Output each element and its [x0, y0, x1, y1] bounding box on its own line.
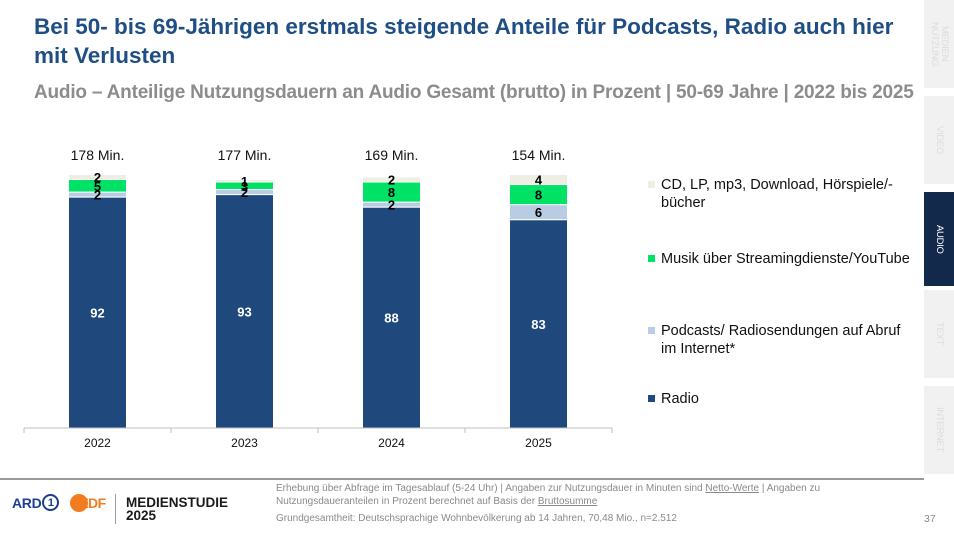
data-label: 88: [384, 311, 398, 326]
tab-mediennutzung[interactable]: MEDIEN NUTZUNG: [924, 0, 954, 88]
data-label: 2: [241, 185, 248, 200]
tab-label: VIDEO: [934, 125, 945, 155]
page-number: 37: [924, 513, 936, 525]
medienstudie-brand: MEDIENSTUDIE 2025: [126, 495, 229, 523]
data-label: 93: [237, 304, 251, 319]
data-label: 3: [241, 179, 248, 194]
tab-label: TEXT: [934, 322, 945, 346]
x-tick-label: 2025: [525, 436, 552, 450]
legend-label: Musik über Streamingdienste/YouTube: [661, 251, 910, 267]
total-label: 178 Min.: [71, 147, 125, 163]
bruttosumme-link[interactable]: Bruttosumme: [537, 496, 598, 507]
tab-label: MEDIEN NUTZUNG: [929, 21, 950, 67]
legend-swatch: [648, 395, 655, 402]
tab-audio[interactable]: AUDIO: [924, 192, 954, 286]
legend-label: Radio: [661, 391, 699, 407]
data-label: 5: [94, 179, 101, 194]
legend-swatch: [648, 327, 655, 334]
legend-label: Podcasts/ Radiosendungen auf Abruf im In…: [661, 323, 901, 357]
data-label: 4: [535, 173, 543, 188]
x-tick-label: 2023: [231, 436, 258, 450]
zdf-logo: ZDF: [70, 494, 106, 512]
data-label: 2: [388, 198, 395, 213]
data-label: 83: [531, 317, 545, 332]
total-label: 177 Min.: [218, 147, 272, 163]
logo-divider: [115, 494, 116, 524]
bar-segment: [509, 219, 568, 429]
tab-label: AUDIO: [934, 224, 945, 254]
section-sidebar: MEDIEN NUTZUNG VIDEO AUDIO TEXT INTERNET: [924, 0, 954, 480]
footnote-base: Grundgesamtheit: Deutschsprachige Wohnbe…: [276, 513, 677, 524]
chart-subtitle: Audio – Anteilige Nutzungsdauern an Audi…: [34, 82, 914, 103]
netto-werte-link[interactable]: Netto-Werte: [705, 483, 760, 494]
data-label: 8: [388, 185, 395, 200]
total-label: 154 Min.: [512, 147, 566, 163]
tab-label: INTERNET: [934, 407, 945, 453]
total-label: 169 Min.: [365, 147, 419, 163]
page-title: Bei 50- bis 69-Jährigen erstmals steigen…: [34, 14, 894, 68]
bar-segment: [362, 206, 421, 429]
bar-segment: [509, 173, 568, 186]
x-tick-label: 2022: [84, 436, 111, 450]
data-label: 92: [90, 306, 104, 321]
legend-item-cd: CD, LP, mp3, Download, Hörspiele/-bücher: [648, 176, 918, 212]
legend-swatch: [648, 255, 655, 262]
data-label: 2: [388, 173, 395, 188]
legend-swatch: [648, 181, 655, 188]
ard-one-icon: 1: [42, 494, 60, 511]
footer-divider: [0, 478, 924, 480]
data-label: 2: [94, 188, 101, 203]
data-label: 6: [535, 205, 542, 220]
legend-item-radio: Radio: [648, 390, 918, 408]
footnote: Erhebung über Abfrage im Tagesablauf (5-…: [276, 482, 836, 525]
data-label: 8: [535, 188, 542, 203]
brand-line1: MEDIENSTUDIE: [126, 495, 229, 510]
bar-segment: [68, 196, 127, 429]
tab-text[interactable]: TEXT: [924, 290, 954, 378]
legend-item-podcasts: Podcasts/ Radiosendungen auf Abruf im In…: [648, 322, 918, 358]
data-label: 1: [241, 174, 248, 189]
brand-line2: 2025: [126, 508, 157, 523]
x-tick-label: 2024: [378, 436, 405, 450]
tab-video[interactable]: VIDEO: [924, 96, 954, 184]
bar-segment: [68, 173, 127, 181]
tab-internet[interactable]: INTERNET: [924, 386, 954, 474]
data-label: 2: [94, 170, 101, 185]
bar-segment: [362, 176, 421, 183]
bar-segment: [215, 179, 274, 183]
ard-logo-text: ARD: [12, 494, 42, 511]
legend-label: CD, LP, mp3, Download, Hörspiele/-bücher: [661, 177, 893, 211]
footnote-text-1: Erhebung über Abfrage im Tagesablauf (5-…: [276, 483, 706, 494]
zdf-logo-text: ZDF: [80, 495, 106, 511]
footnote-text-2: | Angaben zu Nutzungsdaueranteilen in Pr…: [276, 483, 821, 507]
zdf-circle-icon: [70, 494, 88, 512]
ard-logo: ARD 1: [12, 494, 60, 511]
legend-item-streaming: Musik über Streamingdienste/YouTube: [648, 250, 918, 268]
